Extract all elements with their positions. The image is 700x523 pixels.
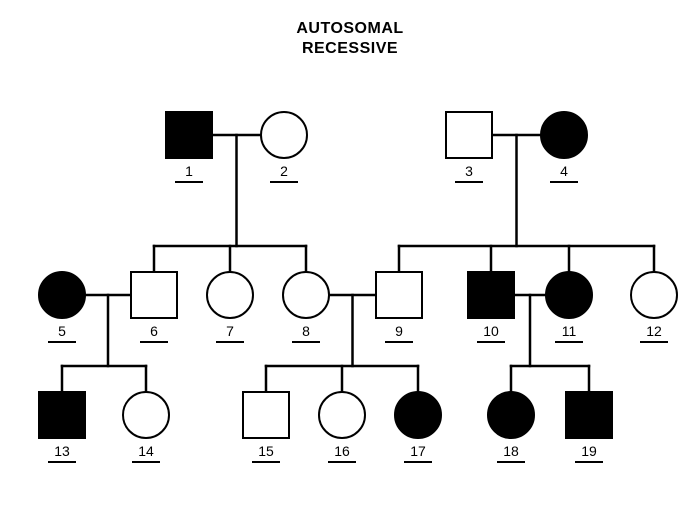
person-label: 8: [282, 323, 330, 339]
person-label: 18: [487, 443, 535, 459]
genotype-underline: [292, 341, 321, 343]
title-line-1: AUTOSOMAL: [0, 20, 700, 38]
person-label: 19: [565, 443, 613, 459]
person-label: 10: [467, 323, 515, 339]
genotype-underline: [175, 181, 204, 183]
genotype-underline: [497, 461, 526, 463]
person-11: 11: [545, 271, 593, 319]
person-label: 7: [206, 323, 254, 339]
genotype-underline: [555, 341, 584, 343]
person-label: 5: [38, 323, 86, 339]
male-square-icon: [445, 111, 493, 159]
female-circle-icon: [630, 271, 678, 319]
person-label: 11: [545, 323, 593, 339]
person-19: 19: [565, 391, 613, 439]
genotype-underline: [216, 341, 245, 343]
female-circle-icon: [38, 271, 86, 319]
person-5: 5: [38, 271, 86, 319]
person-label: 15: [242, 443, 290, 459]
female-circle-icon: [206, 271, 254, 319]
person-10: 10: [467, 271, 515, 319]
female-circle-icon: [540, 111, 588, 159]
female-circle-icon: [318, 391, 366, 439]
person-12: 12: [630, 271, 678, 319]
genotype-underline: [140, 341, 169, 343]
person-label: 6: [130, 323, 178, 339]
genotype-underline: [132, 461, 161, 463]
female-circle-icon: [260, 111, 308, 159]
person-7: 7: [206, 271, 254, 319]
genotype-underline: [48, 341, 77, 343]
person-15: 15: [242, 391, 290, 439]
person-label: 9: [375, 323, 423, 339]
person-8: 8: [282, 271, 330, 319]
female-circle-icon: [282, 271, 330, 319]
genotype-underline: [252, 461, 281, 463]
female-circle-icon: [122, 391, 170, 439]
person-9: 9: [375, 271, 423, 319]
person-label: 4: [540, 163, 588, 179]
male-square-icon: [565, 391, 613, 439]
person-2: 2: [260, 111, 308, 159]
male-square-icon: [375, 271, 423, 319]
person-label: 12: [630, 323, 678, 339]
person-14: 14: [122, 391, 170, 439]
person-3: 3: [445, 111, 493, 159]
genotype-underline: [385, 341, 414, 343]
person-label: 3: [445, 163, 493, 179]
person-label: 13: [38, 443, 86, 459]
person-18: 18: [487, 391, 535, 439]
person-17: 17: [394, 391, 442, 439]
male-square-icon: [165, 111, 213, 159]
genotype-underline: [550, 181, 579, 183]
male-square-icon: [467, 271, 515, 319]
person-6: 6: [130, 271, 178, 319]
person-label: 17: [394, 443, 442, 459]
male-square-icon: [130, 271, 178, 319]
genotype-underline: [404, 461, 433, 463]
female-circle-icon: [545, 271, 593, 319]
genotype-underline: [640, 341, 669, 343]
person-label: 16: [318, 443, 366, 459]
genotype-underline: [455, 181, 484, 183]
person-label: 2: [260, 163, 308, 179]
genotype-underline: [48, 461, 77, 463]
person-4: 4: [540, 111, 588, 159]
female-circle-icon: [394, 391, 442, 439]
person-label: 1: [165, 163, 213, 179]
person-16: 16: [318, 391, 366, 439]
genotype-underline: [328, 461, 357, 463]
male-square-icon: [242, 391, 290, 439]
female-circle-icon: [487, 391, 535, 439]
title-line-2: RECESSIVE: [0, 40, 700, 58]
genotype-underline: [575, 461, 604, 463]
genotype-underline: [270, 181, 299, 183]
genotype-underline: [477, 341, 506, 343]
male-square-icon: [38, 391, 86, 439]
person-1: 1: [165, 111, 213, 159]
person-13: 13: [38, 391, 86, 439]
person-label: 14: [122, 443, 170, 459]
